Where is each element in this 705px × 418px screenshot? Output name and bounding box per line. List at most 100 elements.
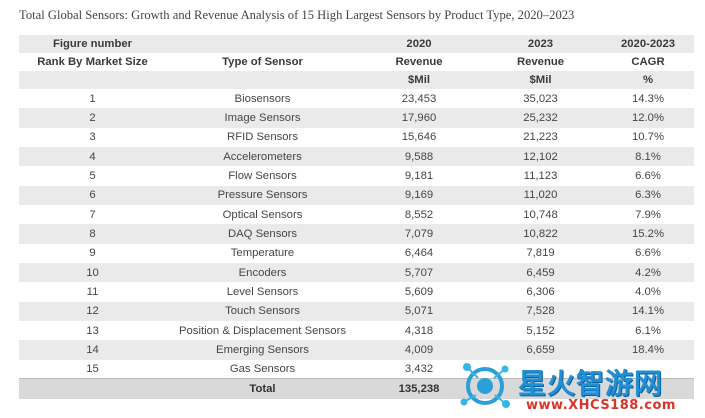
header-cell: Type of Sensor — [222, 56, 303, 68]
rank-cell: 3 — [89, 131, 96, 144]
rank-cell: 2 — [89, 111, 96, 124]
revenue-2020-cell: 23,453 — [401, 92, 437, 105]
rank-cell: 15 — [86, 363, 99, 375]
header-row-2: Rank By Market Size Type of Sensor Reven… — [19, 53, 694, 71]
header-row-3: $Mil $Mil % — [19, 71, 694, 89]
rank-cell: 14 — [86, 343, 99, 356]
header-cell: Rank By Market Size — [37, 56, 148, 68]
cagr-cell: 18.4% — [631, 343, 665, 356]
cagr-cell: 14.1% — [631, 305, 665, 318]
table-row: 2 Image Sensors 17,960 25,232 12.0% — [19, 108, 694, 128]
revenue-2020-cell: 9,588 — [404, 150, 434, 163]
revenue-2023-cell: 5,152 — [526, 324, 555, 337]
total-label: Total — [166, 378, 359, 399]
header-cell — [19, 71, 166, 89]
table-row: 1 Biosensors 23,453 35,023 14.3% — [19, 89, 694, 109]
header-cell: Revenue — [516, 56, 565, 68]
cagr-cell: 6.6% — [635, 169, 661, 182]
sensor-type-cell: Gas Sensors — [229, 363, 296, 375]
revenue-2020-cell: 15,646 — [401, 131, 437, 144]
revenue-2020-cell: 7,079 — [404, 227, 434, 240]
revenue-2023-cell: 10,748 — [523, 208, 558, 221]
sensor-type-cell: Level Sensors — [226, 285, 299, 298]
revenue-2023-cell: 25,232 — [523, 111, 558, 124]
revenue-2023-cell: 6,659 — [526, 343, 555, 356]
rank-cell: 7 — [89, 208, 96, 221]
table-row: 11 Level Sensors 5,609 6,306 4.0% — [19, 282, 694, 302]
cagr-cell: 10.7% — [631, 131, 665, 144]
network-globe-icon — [460, 363, 510, 408]
revenue-2020-cell: 3,432 — [404, 363, 434, 375]
sensor-type-cell: Accelerometers — [223, 150, 302, 163]
sensor-type-cell: Flow Sensors — [228, 169, 297, 182]
total-cagr — [602, 378, 694, 399]
rank-cell: 12 — [86, 305, 99, 318]
table-body: 1 Biosensors 23,453 35,023 14.3% 2 Image Senso… — [19, 89, 694, 379]
revenue-2023-cell: 7,528 — [526, 305, 555, 318]
cagr-cell: 6.6% — [635, 247, 661, 260]
table-row: 5 Flow Sensors 9,181 11,123 6.6% — [19, 166, 694, 186]
sensor-type-cell: Position & Displacement Sensors — [178, 324, 347, 337]
cagr-cell: 14.3% — [631, 92, 665, 105]
revenue-2023-cell: 11,020 — [523, 189, 558, 202]
rank-cell: 1 — [89, 92, 96, 105]
header-cell: $Mil — [529, 74, 552, 86]
cagr-cell: 6.1% — [635, 324, 661, 337]
revenue-2020-cell: 5,071 — [404, 305, 434, 318]
table-header: Figure number 2020 2023 2020-2023 Rank B… — [19, 35, 694, 89]
cagr-cell: 12.0% — [631, 111, 665, 124]
rank-cell: 4 — [89, 150, 96, 163]
table-row: 9 Temperature 6,464 7,819 6.6% — [19, 243, 694, 263]
header-row-1: Figure number 2020 2023 2020-2023 — [19, 35, 694, 53]
total-row: Total 135,238 — [19, 378, 694, 399]
revenue-2020-cell: 17,960 — [401, 111, 437, 124]
header-cell: Figure number — [52, 38, 133, 50]
revenue-2023-cell: 6,306 — [526, 285, 555, 298]
revenue-2020-cell: 5,707 — [404, 266, 434, 279]
rank-cell: 13 — [86, 324, 99, 337]
rank-cell: 5 — [89, 169, 96, 182]
rank-cell: 9 — [89, 247, 96, 260]
table-row: 13 Position & Displacement Sensors 4,318 5,… — [19, 320, 694, 341]
sensor-type-cell: Emerging Sensors — [216, 343, 309, 356]
sensor-type-cell: Biosensors — [234, 92, 291, 105]
revenue-2023-cell: 21,223 — [523, 131, 558, 144]
revenue-2020-cell: 6,464 — [404, 247, 434, 260]
sensor-type-cell: Optical Sensors — [222, 208, 303, 221]
revenue-2023-cell: 7,819 — [526, 247, 555, 260]
table-row: 4 Accelerometers 9,588 12,102 8.1% — [19, 146, 694, 167]
table-footer: Total 135,238 — [19, 378, 694, 399]
table-row: 7 Optical Sensors 8,552 10,748 7.9% — [19, 204, 694, 225]
table-caption: Total Global Sensors: Growth and Revenue… — [19, 8, 575, 22]
rank-cell: 6 — [89, 189, 96, 202]
header-cell — [166, 35, 359, 53]
revenue-2023-cell: 11,123 — [523, 169, 558, 182]
revenue-2020-cell: 8,552 — [404, 208, 434, 221]
sensor-type-cell: Image Sensors — [224, 111, 301, 124]
cagr-cell: 4.0% — [635, 285, 661, 298]
rank-cell: 8 — [89, 227, 96, 240]
header-cell: 2020-2023 — [620, 38, 676, 50]
header-cell: CAGR — [631, 56, 665, 68]
table-row: 3 RFID Sensors 15,646 21,223 10.7% — [19, 127, 694, 147]
cagr-cell: 8.1% — [635, 150, 661, 163]
sensor-type-cell: RFID Sensors — [227, 131, 298, 144]
revenue-2023-cell: 6,459 — [526, 266, 555, 279]
total-rank-cell — [19, 378, 166, 399]
watermark: 星火智游网 www.XHCS188.com — [456, 356, 705, 418]
revenue-2020-cell: 9,181 — [404, 169, 434, 182]
header-cell — [166, 71, 359, 89]
sensor-revenue-table: Figure number 2020 2023 2020-2023 Rank B… — [19, 35, 694, 399]
total-2020-revenue: 135,238 — [359, 378, 479, 399]
revenue-2020-cell: 9,169 — [404, 189, 434, 202]
revenue-2023-cell: 10,822 — [523, 227, 558, 240]
table-row: 15 Gas Sensors 3,432 — [19, 359, 694, 379]
sensor-type-cell: DAQ Sensors — [227, 227, 298, 240]
cagr-cell: 7.9% — [635, 208, 661, 221]
table-row: 10 Encoders 5,707 6,459 4.2% — [19, 262, 694, 283]
revenue-2023-cell: 12,102 — [523, 150, 558, 163]
sensor-type-cell: Pressure Sensors — [217, 189, 308, 202]
sensor-type-cell: Temperature — [230, 247, 295, 260]
revenue-2020-cell: 4,318 — [404, 324, 434, 337]
cagr-cell: 6.3% — [635, 189, 661, 202]
